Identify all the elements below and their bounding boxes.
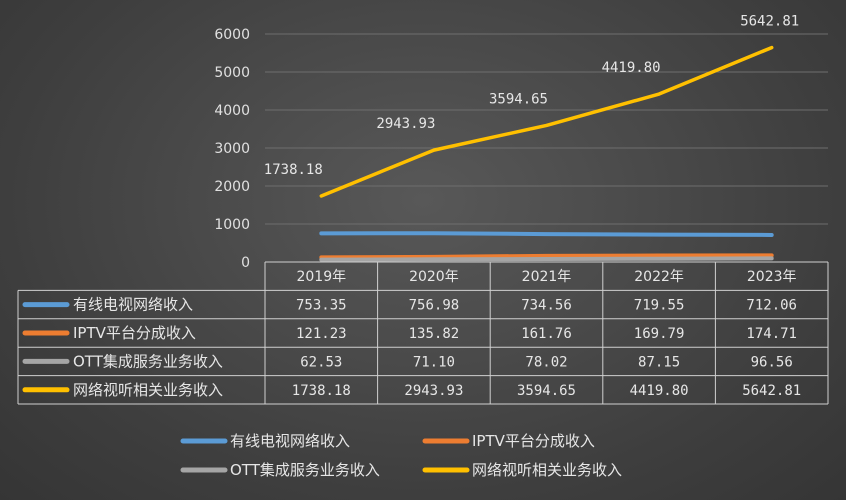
- series-line-1: [319, 231, 774, 237]
- legend-label: IPTV平台分成收入: [472, 432, 595, 450]
- table-cell: 4419.80: [630, 383, 689, 399]
- series-lines: [319, 45, 774, 262]
- table-cell: 719.55: [634, 298, 685, 314]
- table-cell: 96.56: [751, 354, 793, 370]
- legend-label: OTT集成服务业务收入: [230, 461, 380, 479]
- y-tick-label: 1000: [214, 217, 250, 233]
- table-cell: 135.82: [409, 326, 460, 342]
- table-row-name: 有线电视网络收入: [73, 296, 193, 314]
- table-cell: 78.02: [525, 354, 567, 370]
- table-cell: 734.56: [521, 298, 572, 314]
- table-row-name: 网络视听相关业务收入: [73, 381, 223, 399]
- table-cell: 712.06: [746, 298, 797, 314]
- legend: 有线电视网络收入 IPTV平台分成收入 OTT集成服务业务收入 网络视听相关业务收入: [180, 432, 622, 479]
- table-cell: 753.35: [296, 298, 347, 314]
- series-line-2: [319, 253, 774, 260]
- table-row-name: OTT集成服务业务收入: [73, 352, 223, 370]
- table-header-cell: 2019年: [296, 269, 346, 285]
- y-tick-label: 6000: [214, 27, 250, 43]
- y-tick-label: 4000: [214, 103, 250, 119]
- table-cell: 71.10: [413, 354, 455, 370]
- table-cell: 3594.65: [517, 383, 576, 399]
- table-cell: 2943.93: [404, 383, 463, 399]
- table-cell: 121.23: [296, 326, 347, 342]
- data-label: 2943.93: [376, 116, 435, 132]
- series-line-3: [319, 256, 774, 262]
- table-cell: 161.76: [521, 326, 572, 342]
- gridlines: [265, 33, 828, 263]
- table-cell: 1738.18: [292, 383, 351, 399]
- table-header-cell: 2022年: [634, 269, 684, 285]
- table-cell: 174.71: [746, 326, 797, 342]
- y-tick-label: 5000: [214, 65, 250, 81]
- table-cell: 169.79: [634, 326, 685, 342]
- y-tick-label: 2000: [214, 179, 250, 195]
- table-cell: 756.98: [409, 298, 460, 314]
- table-header-cell: 2020年: [409, 269, 459, 285]
- y-tick-label: 0: [241, 255, 250, 271]
- y-tick-label: 3000: [214, 141, 250, 157]
- table-cell: 87.15: [638, 354, 680, 370]
- legend-label: 网络视听相关业务收入: [472, 461, 622, 479]
- data-label: 4419.80: [602, 60, 661, 76]
- y-axis: 0 1000 2000 3000 4000 5000 6000: [214, 27, 250, 271]
- table-header-cell: 2021年: [522, 269, 572, 285]
- data-label: 3594.65: [489, 91, 548, 107]
- series-line-4: [319, 45, 774, 198]
- legend-label: 有线电视网络收入: [230, 432, 350, 450]
- data-label: 5642.81: [740, 14, 799, 30]
- data-labels: 1738.18 2943.93 3594.65 4419.80 5642.81: [264, 14, 799, 178]
- table-cell: 5642.81: [742, 383, 801, 399]
- table-cell: 62.53: [300, 354, 342, 370]
- data-label: 1738.18: [264, 162, 323, 178]
- table-row-name: IPTV平台分成收入: [73, 324, 196, 342]
- table-header-cell: 2023年: [747, 269, 797, 285]
